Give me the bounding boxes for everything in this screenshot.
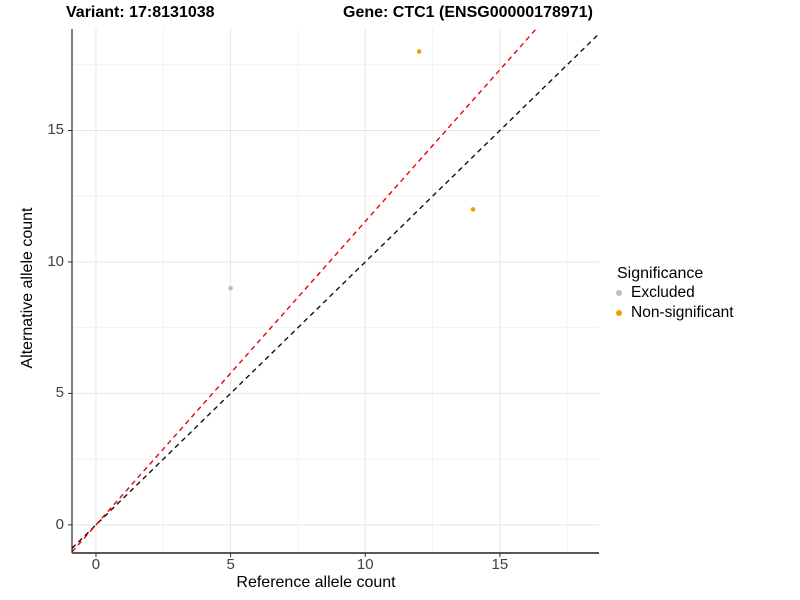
non-significant-swatch-icon [616, 310, 622, 316]
expected-ratio-line [72, 29, 538, 553]
y-tick-label: 0 [55, 515, 64, 533]
x-tick-label: 0 [91, 556, 101, 573]
legend-item-non-significant: Non-significant [613, 303, 734, 323]
y-tick-label: 5 [55, 384, 64, 402]
legend-item-label: Non-significant [631, 304, 734, 321]
legend-item-excluded: Excluded [613, 283, 734, 303]
legend-title: Significance [617, 265, 704, 282]
y-tick-label: 10 [47, 252, 64, 270]
data-point-excluded [228, 285, 233, 291]
legend: Significance Excluded Non-significant [613, 264, 734, 323]
x-axis-title: Reference allele count [236, 574, 396, 591]
x-tick-label: 15 [491, 556, 509, 573]
identity-line [72, 33, 599, 549]
data-point-non-significant [470, 207, 476, 212]
y-tick-label: 15 [47, 121, 64, 139]
data-point-non-significant [416, 49, 422, 54]
variant-title: Variant: 17:8131038 [66, 4, 215, 21]
excluded-swatch-icon [616, 290, 622, 296]
legend-item-label: Excluded [631, 284, 695, 301]
x-tick-label: 10 [356, 556, 374, 573]
gene-title: Gene: CTC1 (ENSG00000178971) [343, 4, 593, 21]
x-tick-label: 5 [226, 556, 235, 573]
